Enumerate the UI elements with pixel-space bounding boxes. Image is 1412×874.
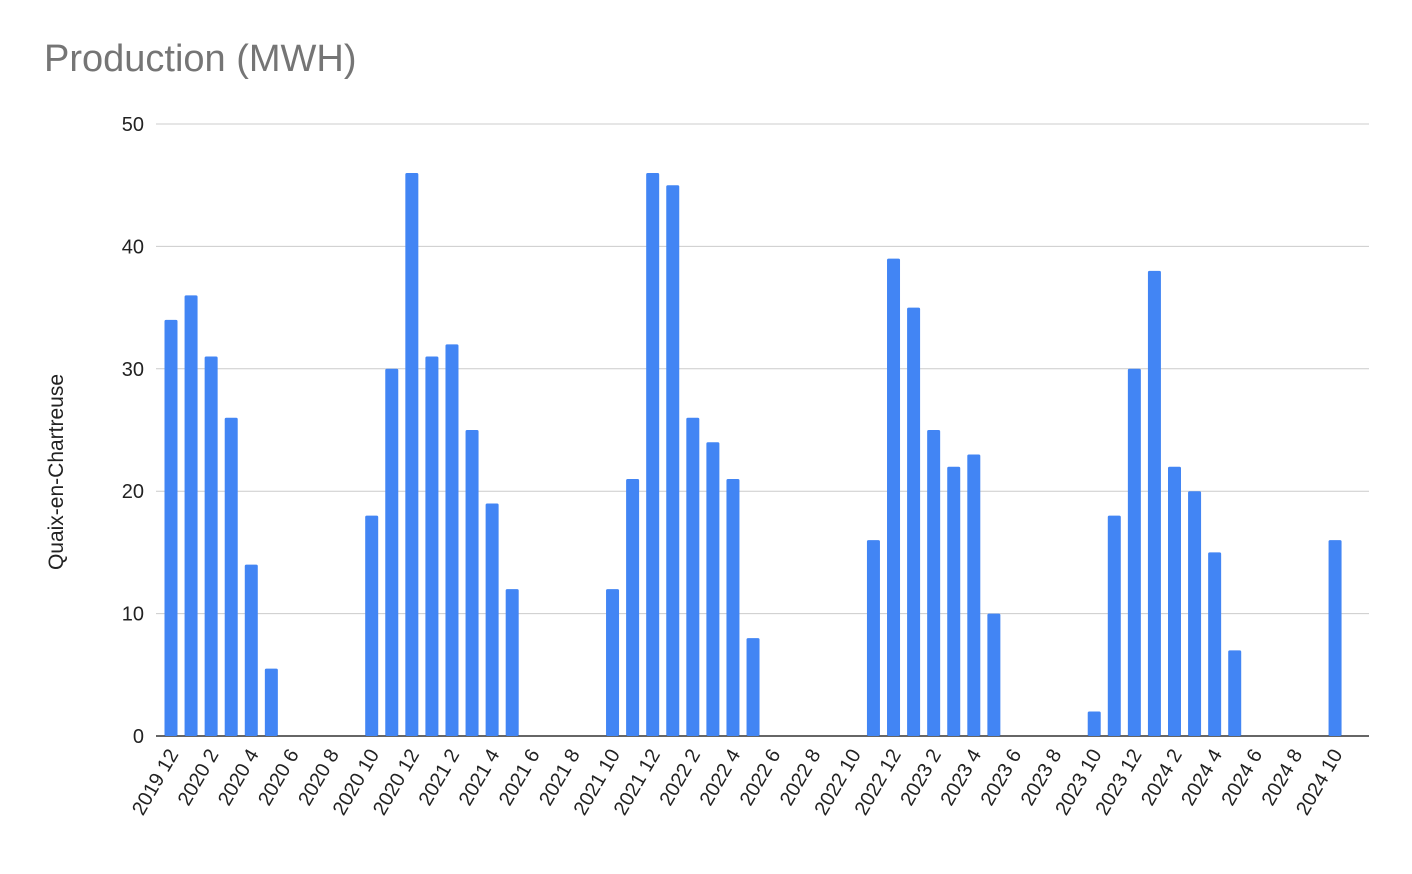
chart-title: Production (MWH) — [44, 38, 357, 80]
bars — [164, 172, 1342, 736]
bar — [1208, 552, 1222, 736]
bar — [866, 540, 880, 736]
bar — [1188, 491, 1202, 736]
bar — [626, 478, 640, 736]
bar — [646, 172, 660, 736]
bar — [184, 295, 198, 736]
bar — [606, 589, 620, 736]
bar — [164, 319, 178, 736]
bar — [385, 368, 399, 736]
bar — [1168, 466, 1181, 736]
y-tick-label: 50 — [122, 114, 144, 136]
bar — [967, 454, 981, 736]
bar — [1107, 515, 1121, 736]
x-tick-label: 2019 12 — [128, 746, 183, 820]
bar — [465, 430, 479, 736]
bar — [987, 613, 1001, 736]
y-tick-label: 10 — [122, 604, 144, 626]
bar — [1228, 650, 1242, 736]
bar — [686, 417, 700, 736]
bar — [365, 515, 379, 736]
bar — [244, 564, 258, 736]
bar — [887, 258, 901, 736]
y-axis-label: Quaix-en-Chartreuse — [45, 374, 68, 570]
bar — [1127, 368, 1141, 736]
bar — [485, 503, 499, 736]
y-tick-label: 20 — [122, 481, 144, 503]
bar — [204, 356, 218, 736]
bar — [947, 466, 961, 736]
bar — [726, 478, 740, 736]
bar — [224, 417, 238, 736]
bar — [1328, 540, 1342, 736]
bar — [405, 172, 419, 736]
y-tick-labels: 0 10 20 30 40 50 — [122, 114, 144, 748]
bar — [1147, 270, 1161, 736]
bar — [425, 356, 439, 736]
bar — [445, 344, 459, 736]
bar — [505, 589, 519, 736]
bar — [264, 668, 278, 736]
bar — [927, 430, 941, 736]
gridlines — [156, 123, 1369, 737]
bar — [746, 638, 760, 736]
bar — [1087, 711, 1101, 736]
bar — [666, 185, 680, 736]
y-tick-label: 30 — [122, 359, 144, 381]
bar — [706, 442, 720, 736]
bar — [907, 307, 921, 736]
y-tick-label: 0 — [133, 726, 144, 748]
y-tick-label: 40 — [122, 236, 144, 258]
